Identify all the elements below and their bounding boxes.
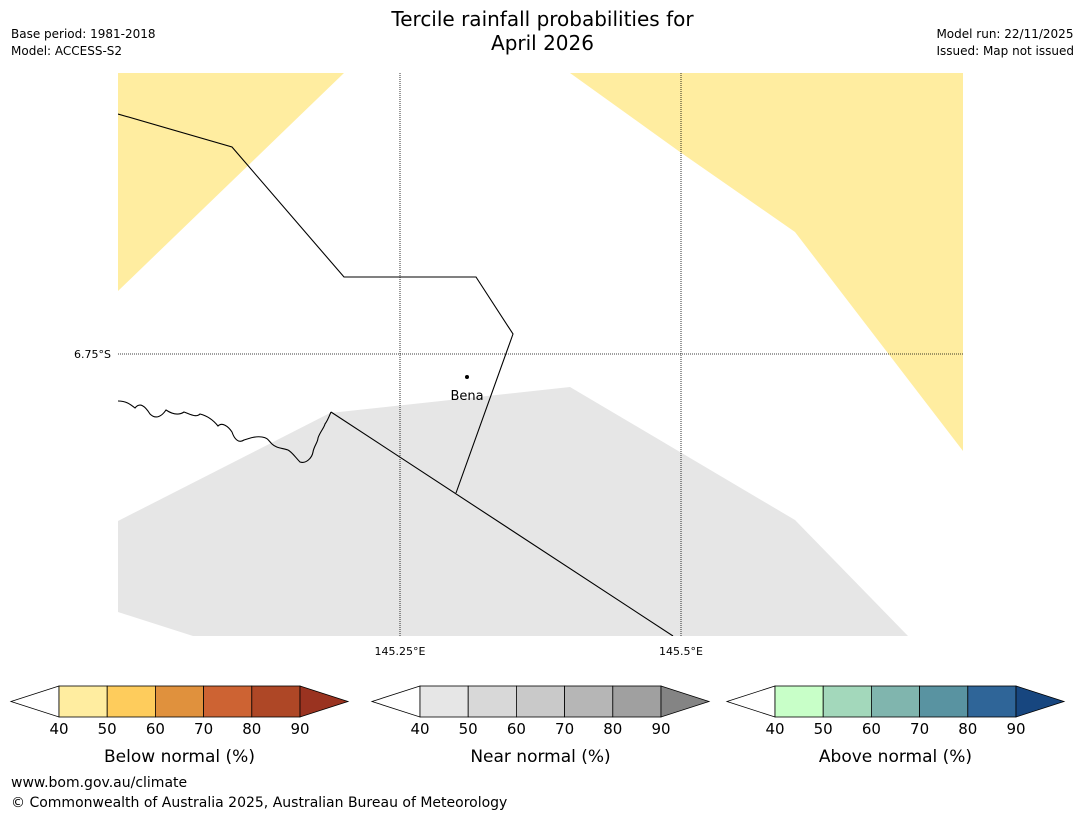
footer-url: www.bom.gov.au/climate xyxy=(11,775,188,791)
province-border xyxy=(118,113,514,494)
colorbar-tick-label: 60 xyxy=(146,720,165,738)
title-line-2: April 2026 xyxy=(491,31,594,55)
colorbar-high-arrow xyxy=(1015,685,1066,718)
colorbar-title: Near normal (%) xyxy=(470,747,610,767)
model-run: Model run: 22/11/2025 xyxy=(936,27,1074,41)
colorbar-segment xyxy=(419,685,469,718)
colorbar-tick-label: 40 xyxy=(765,720,784,738)
colorbar-tick-label: 40 xyxy=(49,720,68,738)
lat-label-6-75: 6.75°S xyxy=(74,348,111,361)
place-label-bena: Bena xyxy=(450,389,483,404)
below-normal-region-west xyxy=(118,73,344,291)
model-name: Model: ACCESS-S2 xyxy=(11,44,123,58)
below-normal-region-east xyxy=(570,73,963,451)
colorbar-tick-label: 90 xyxy=(651,720,670,738)
colorbar-tick-label: 70 xyxy=(555,720,574,738)
colorbar-low-arrow xyxy=(725,685,776,718)
colorbar-segment xyxy=(106,685,156,718)
colorbar-segment xyxy=(919,685,969,718)
map-area xyxy=(118,73,963,636)
colorbar-segment xyxy=(154,685,204,718)
colorbar-tick-label: 60 xyxy=(507,720,526,738)
colorbar-tick-label: 80 xyxy=(958,720,977,738)
river-line xyxy=(118,400,332,463)
colorbar-above-normal: 40 50 60 70 80 90 Above normal (%) xyxy=(725,685,1066,767)
colorbar-segment xyxy=(251,685,301,718)
colorbar-tick-label: 80 xyxy=(242,720,261,738)
colorbar-tick-label: 90 xyxy=(1006,720,1025,738)
colorbar-title: Above normal (%) xyxy=(819,747,972,767)
colorbar-segment xyxy=(467,685,517,718)
colorbar-tick-label: 70 xyxy=(910,720,929,738)
lon-label-145-5: 145.5°E xyxy=(659,645,703,658)
lon-label-145-25: 145.25°E xyxy=(375,645,426,658)
title-line-1: Tercile rainfall probabilities for xyxy=(391,7,694,31)
colorbar-segment xyxy=(58,685,108,718)
bena-marker xyxy=(465,375,469,379)
issued-status: Issued: Map not issued xyxy=(936,44,1074,58)
header-left-info: Base period: 1981-2018 Model: ACCESS-S2 xyxy=(11,26,156,60)
colorbar-segment xyxy=(822,685,872,718)
colorbar-tick-label: 50 xyxy=(459,720,478,738)
map-title: Tercile rainfall probabilities for April… xyxy=(0,7,1085,55)
colorbar-title: Below normal (%) xyxy=(104,747,255,767)
colorbar-low-arrow xyxy=(9,685,60,718)
colorbar-tick-label: 40 xyxy=(410,720,429,738)
colorbar-segment xyxy=(774,685,824,718)
colorbar-segment xyxy=(564,685,614,718)
colorbar-segment xyxy=(612,685,662,718)
colorbar-segment xyxy=(203,685,253,718)
colorbar-segment xyxy=(516,685,566,718)
colorbar-tick-label: 80 xyxy=(603,720,622,738)
colorbar-tick-label: 90 xyxy=(290,720,309,738)
colorbar-high-arrow xyxy=(660,685,711,718)
colorbar-low-arrow xyxy=(370,685,421,718)
legends: 40 50 60 70 80 90 Below normal (%) 40 50 60 70 80 90… xyxy=(9,685,1066,767)
colorbar-below-normal: 40 50 60 70 80 90 Below normal (%) xyxy=(9,685,350,767)
colorbar-high-arrow xyxy=(299,685,350,718)
colorbar-near-normal: 40 50 60 70 80 90 Near normal (%) xyxy=(370,685,711,767)
near-normal-region xyxy=(118,387,908,636)
footer-copyright: © Commonwealth of Australia 2025, Austra… xyxy=(11,795,508,811)
colorbar-tick-label: 50 xyxy=(98,720,117,738)
province-border-south xyxy=(330,411,674,636)
colorbar-tick-label: 60 xyxy=(862,720,881,738)
base-period: Base period: 1981-2018 xyxy=(11,27,156,41)
colorbar-segment xyxy=(871,685,921,718)
header-right-info: Model run: 22/11/2025 Issued: Map not is… xyxy=(936,26,1074,60)
colorbar-segment xyxy=(967,685,1017,718)
colorbar-tick-label: 50 xyxy=(814,720,833,738)
colorbar-tick-label: 70 xyxy=(194,720,213,738)
